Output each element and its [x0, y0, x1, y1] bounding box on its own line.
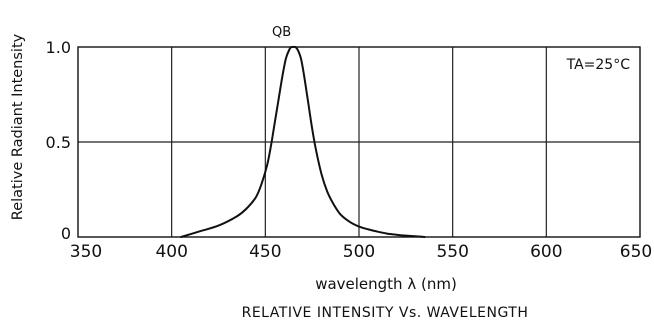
x-tick-label-400: 400 — [155, 242, 187, 262]
series-layer — [180, 45, 426, 238]
temperature-annotation: TA=25°C — [566, 57, 631, 73]
y-tick-label-0: 0 — [61, 224, 71, 243]
grid — [78, 47, 640, 237]
plot-frame — [77, 46, 641, 238]
y-tick-label-0_5: 0.5 — [46, 133, 71, 152]
x-axis-ticks: 350 400 450 500 550 600 650 — [70, 242, 652, 262]
x-tick-label-550: 550 — [436, 242, 468, 262]
x-tick-label-600: 600 — [530, 242, 562, 262]
x-tick-label-450: 450 — [249, 242, 281, 262]
series-label-qb: QB — [272, 25, 291, 40]
x-tick-label-650: 650 — [620, 242, 652, 262]
x-axis-label: wavelength λ (nm) — [315, 275, 457, 293]
y-axis-ticks: 0 0.5 1.0 — [46, 38, 71, 243]
x-tick-label-500: 500 — [343, 242, 375, 262]
y-tick-label-1: 1.0 — [46, 38, 71, 57]
series-line-qb — [180, 45, 426, 238]
chart-title: RELATIVE INTENSITY Vs. WAVELENGTH — [242, 305, 529, 321]
x-tick-label-350: 350 — [70, 242, 102, 262]
y-axis-label: Relative Radiant Intensity — [10, 33, 26, 220]
